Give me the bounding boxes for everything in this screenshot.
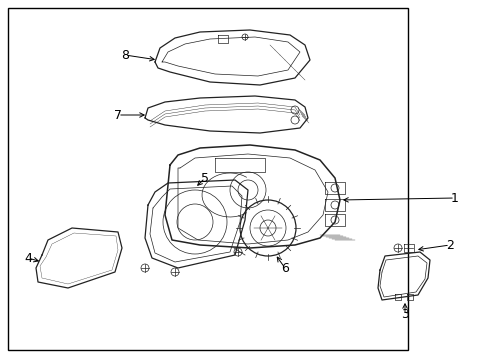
Text: 6: 6 [281, 261, 288, 274]
Text: 5: 5 [201, 171, 208, 185]
Text: 8: 8 [121, 49, 129, 62]
Text: 7: 7 [114, 108, 122, 122]
Text: 3: 3 [400, 309, 408, 321]
Text: 2: 2 [445, 239, 453, 252]
Text: 1: 1 [450, 192, 458, 204]
Text: 4: 4 [24, 252, 32, 265]
Bar [8, 8, 407, 350]
